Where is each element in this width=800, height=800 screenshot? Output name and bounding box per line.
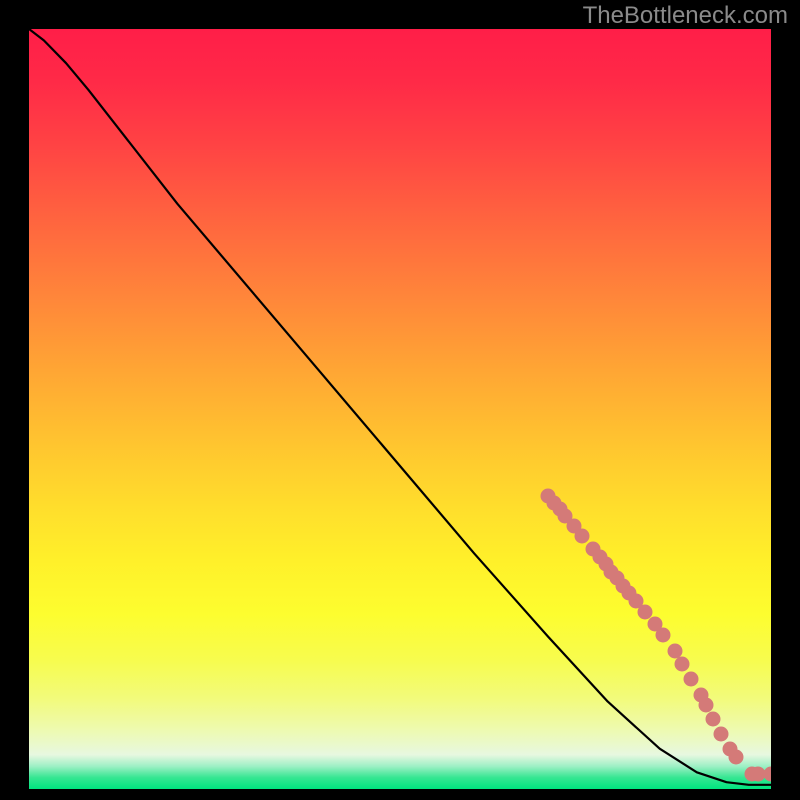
data-point [683,671,698,686]
data-point [674,656,689,671]
plot-area [29,29,771,789]
data-point [699,697,714,712]
data-point [764,766,772,781]
watermark-text: TheBottleneck.com [583,2,788,30]
data-point [656,628,671,643]
chart-frame: TheBottleneck.com [0,0,800,800]
data-point [706,712,721,727]
data-point [729,750,744,765]
data-point [714,726,729,741]
data-point [574,528,589,543]
data-points-layer [29,29,771,789]
